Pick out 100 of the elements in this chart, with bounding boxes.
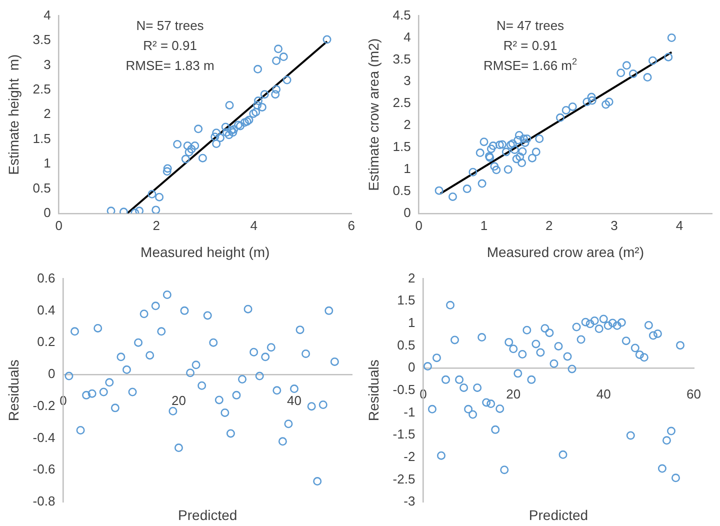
- point: [468, 168, 478, 176]
- point: [658, 464, 666, 473]
- point: [162, 167, 172, 176]
- y-tick-label: -1.5: [392, 426, 416, 442]
- point: [222, 128, 231, 137]
- point: [249, 109, 258, 118]
- point: [664, 52, 673, 62]
- point: [260, 90, 269, 99]
- point: [322, 35, 332, 44]
- point: [266, 343, 276, 352]
- y-tick-label: 2: [404, 117, 411, 132]
- point: [163, 164, 172, 173]
- y-tick-label: 4.5: [392, 7, 411, 22]
- point: [436, 451, 446, 460]
- point: [558, 450, 568, 459]
- x-tick-label: 2: [152, 218, 160, 233]
- y-tick-label: 1.5: [392, 139, 411, 154]
- y-tick-label: 0: [44, 204, 51, 220]
- point: [198, 381, 206, 390]
- point: [216, 134, 224, 142]
- point: [536, 348, 545, 357]
- point: [514, 136, 522, 144]
- point: [255, 372, 264, 380]
- point: [116, 352, 126, 362]
- point: [128, 388, 137, 396]
- x-tick-label: 20: [171, 392, 186, 408]
- point: [148, 190, 156, 198]
- point: [473, 383, 482, 392]
- point: [671, 474, 680, 482]
- annotation: N= 47 trees: [496, 18, 565, 33]
- x-tick-label: 4: [250, 218, 258, 233]
- y-tick-label: -0.5: [392, 382, 416, 397]
- x-tick-label: 2: [546, 218, 553, 233]
- point: [626, 431, 635, 440]
- point: [254, 96, 263, 106]
- point: [535, 134, 544, 143]
- point: [599, 314, 608, 324]
- point: [648, 331, 658, 340]
- point: [330, 357, 339, 366]
- point: [152, 206, 160, 214]
- point: [509, 344, 518, 354]
- point: [486, 400, 496, 408]
- point: [476, 148, 484, 158]
- y-tick-label: 1: [408, 315, 416, 330]
- point: [105, 378, 114, 387]
- point: [76, 426, 85, 435]
- point: [106, 206, 116, 214]
- point: [261, 352, 270, 362]
- point: [226, 429, 235, 438]
- point: [640, 353, 648, 362]
- y-tick-label: 2.5: [392, 95, 411, 110]
- point: [70, 327, 80, 336]
- point: [608, 318, 617, 328]
- point: [514, 369, 522, 378]
- point: [279, 52, 288, 62]
- annotation: N= 57 trees: [136, 18, 204, 33]
- y-tick-label: -2: [404, 448, 416, 464]
- point: [244, 304, 252, 314]
- point: [480, 138, 488, 146]
- y-tick-label: 1: [404, 161, 411, 176]
- point: [174, 444, 183, 452]
- point: [238, 374, 247, 384]
- y-tick-label: 3.5: [392, 51, 411, 66]
- point: [271, 90, 280, 99]
- point: [508, 139, 517, 148]
- point: [488, 142, 498, 150]
- x-axis-title: Predicted: [528, 507, 588, 523]
- point: [162, 290, 172, 299]
- point: [272, 85, 281, 94]
- point: [187, 144, 196, 154]
- point: [581, 318, 590, 326]
- point: [240, 118, 249, 127]
- point: [594, 324, 604, 334]
- y-tick-label: 0: [408, 360, 416, 375]
- point: [572, 322, 581, 332]
- point: [550, 359, 558, 368]
- annotation: R² = 0.91: [143, 38, 197, 53]
- point: [232, 390, 241, 400]
- point: [220, 408, 230, 417]
- point: [434, 186, 444, 195]
- point: [282, 76, 292, 84]
- y-tick-label: 0.5: [392, 183, 411, 198]
- x-tick-label: 4: [676, 218, 684, 233]
- annotation: RMSE= 1.83 m: [126, 58, 214, 73]
- point: [586, 320, 594, 328]
- point: [512, 154, 521, 164]
- point: [225, 100, 234, 110]
- point: [190, 141, 200, 150]
- point: [442, 375, 450, 384]
- point: [274, 44, 283, 54]
- point: [146, 351, 154, 360]
- y-tick-label: 0.5: [397, 337, 416, 352]
- point: [630, 344, 640, 352]
- point: [522, 134, 532, 143]
- x-tick-label: 40: [287, 392, 302, 408]
- point: [588, 96, 596, 105]
- point: [181, 154, 190, 164]
- point: [272, 56, 281, 66]
- point: [230, 125, 238, 134]
- point: [556, 113, 564, 122]
